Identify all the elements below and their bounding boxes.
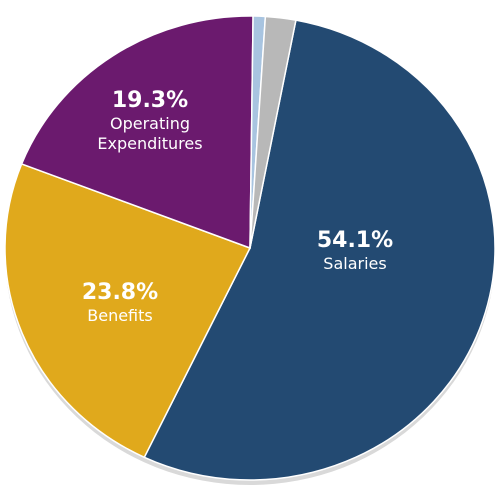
slice-label: 23.8% Benefits bbox=[30, 280, 210, 326]
category-label: Salaries bbox=[323, 254, 387, 274]
category-label: Benefits bbox=[87, 306, 153, 326]
value-label: 23.8% bbox=[81, 280, 159, 305]
value-label: 54.1% bbox=[316, 228, 394, 253]
pie-slice bbox=[4, 162, 252, 459]
category-label: Operating Expenditures bbox=[97, 114, 203, 153]
pie-slice bbox=[20, 15, 254, 250]
pie-slice bbox=[143, 19, 496, 481]
pie-slice bbox=[249, 15, 297, 249]
slice-label: 19.3% Operating Expenditures bbox=[60, 88, 240, 153]
slice-label: 54.1% Salaries bbox=[265, 228, 445, 274]
value-label: 19.3% bbox=[111, 88, 189, 113]
